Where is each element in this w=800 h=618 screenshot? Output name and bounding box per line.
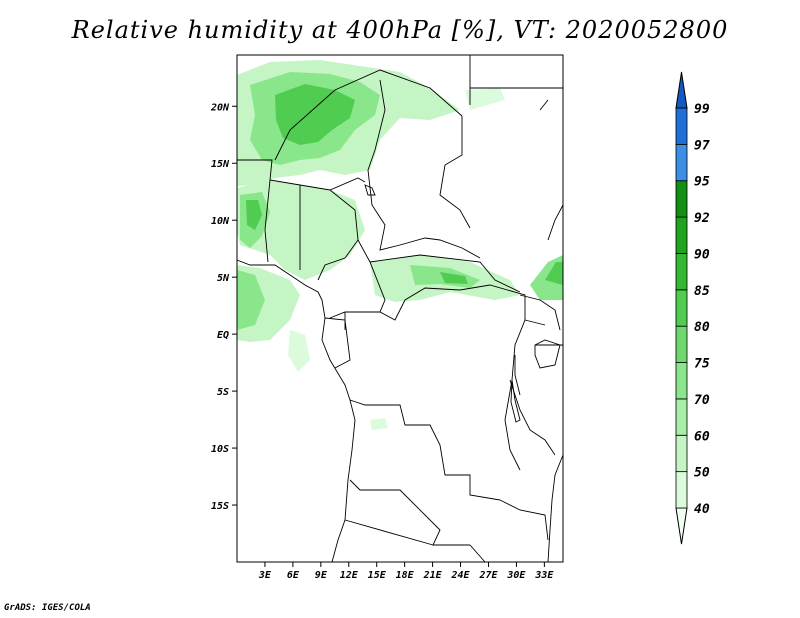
lon-tick-label: 30E [506,570,526,581]
border-nigeria [264,179,359,281]
colorbar-label: 95 [694,175,710,190]
colorbar-label: 60 [694,429,710,444]
colorbar-label: 70 [694,393,710,408]
chart-title: Relative humidity at 400hPa [%], VT: 202… [71,16,729,44]
latitude-axis: 20N 15N 10N 5N EQ 5S 10S 15S [210,102,237,512]
lon-tick-label: 12E [340,570,359,581]
humidity-area-gabon [288,330,310,372]
colorbar-min-triangle [675,507,688,545]
lat-tick-label: 20N [210,102,230,113]
grads-credit: GrADS: IGES/COLA [4,603,91,613]
border-congo [379,284,526,471]
colorbar-bin [675,107,688,145]
colorbar-label: 85 [694,284,710,299]
lat-tick-label: 10N [211,216,230,227]
colorbar-bin [675,289,688,327]
colorbar-bin [675,471,688,509]
lon-tick-label: 27E [478,570,498,581]
colorbar-label: 80 [694,320,710,335]
border-sudan [439,116,471,229]
longitude-axis: 3E 6E 9E 12E 15E 18E 21E 24E 27E 30E 33E [258,562,554,581]
humidity-area-west [237,180,365,280]
humidity-area-northeast [465,88,505,110]
colorbar-bin [675,434,688,473]
humidity-area-west-peak [246,200,262,230]
lon-tick-label: 15E [368,570,387,581]
east-africa-coast [547,454,564,563]
colorbar-label: 90 [694,247,710,262]
colorbar-bin [675,362,688,400]
lat-tick-label: EQ [217,330,229,341]
lon-tick-label: 9E [315,570,328,581]
colorbar-bin [675,398,688,436]
colorbar-label: 40 [694,502,710,517]
country-borders [236,55,564,563]
humidity-area-coast-core [237,270,265,330]
border-chad [367,79,481,259]
border-drc-angola [349,399,501,501]
colorbar-label: 99 [694,102,710,117]
border-se [469,499,549,563]
lake-chad [364,184,376,196]
lat-tick-label: 15S [211,501,229,512]
colorbar-max-triangle [675,71,688,109]
lat-tick-label: 10S [211,444,229,455]
border-east [519,294,563,346]
lon-tick-label: 3E [258,570,272,581]
colorbar-bin [675,180,688,218]
border-north-2 [274,69,463,161]
border-gabon [324,312,351,369]
lake-tanganyika [510,379,521,423]
colorbar-label: 75 [694,357,710,372]
central-africa-coast [321,299,356,563]
map-frame [236,54,564,563]
border-south [344,479,470,546]
border-car [369,254,521,293]
humidity-area-east-core [545,262,563,285]
lon-tick-label: 21E [423,570,443,581]
west-africa-coast [236,259,323,301]
lon-tick-label: 33E [534,570,554,581]
colorbar-label: 97 [694,138,710,153]
colorbar-bin [675,216,688,254]
colorbar: 40 50 60 70 75 80 85 90 92 95 97 99 [675,71,710,545]
lat-tick-label: 15N [211,159,230,170]
colorbar-label: 50 [694,466,710,481]
lat-tick-label: 5S [217,387,229,398]
lake-victoria [534,339,561,369]
border-ne [469,55,563,105]
lon-tick-label: 6E [287,570,300,581]
colorbar-label: 92 [694,211,710,226]
humidity-area-north-peak [275,84,355,145]
colorbar-bin [675,325,688,363]
humidity-area-angola [370,418,388,430]
border-cameroon [329,239,386,319]
lon-tick-label: 18E [396,570,415,581]
humidity-field [237,60,563,430]
lat-tick-label: 5N [217,273,230,284]
colorbar-bin [675,253,688,291]
humidity-area-central-peak [440,272,468,284]
lon-tick-label: 24E [451,570,471,581]
border-ethiopia [539,99,564,241]
border-lakes [509,355,556,456]
colorbar-bin [675,143,688,182]
